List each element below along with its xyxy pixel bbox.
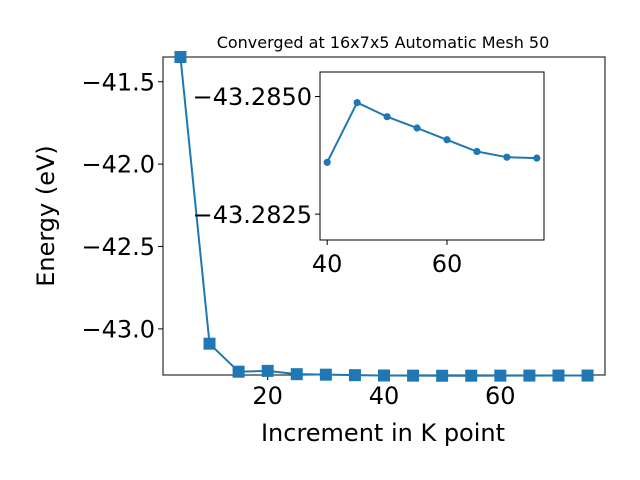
data-point: [494, 369, 507, 382]
y-tick-label: −43.0: [81, 316, 155, 344]
data-point: [413, 124, 421, 132]
inset-x-ticks: 40 60: [312, 240, 462, 278]
series-line: [326, 101, 537, 163]
data-point: [552, 369, 565, 382]
data-point: [407, 369, 420, 382]
data-point: [378, 369, 390, 382]
data-point: [443, 136, 451, 144]
main-y-ticks: −41.5 −42.0 −42.5 −43.0: [81, 68, 163, 344]
x-tick-label: 20: [252, 382, 283, 410]
data-point: [203, 337, 216, 350]
data-point: [473, 147, 481, 156]
data-point: [383, 113, 391, 121]
x-tick-label: 40: [312, 250, 343, 278]
x-tick-label: 40: [369, 382, 400, 410]
inset-plot-frame: [319, 71, 545, 241]
data-point: [465, 369, 478, 382]
x-tick-label: 60: [485, 382, 516, 410]
y-tick-label: −43.2825: [193, 201, 312, 229]
chart-title: Converged at 16x7x5 Automatic Mesh 50: [217, 33, 550, 52]
y-tick-label: −42.5: [81, 233, 155, 261]
data-point: [174, 51, 187, 63]
inset-plot: 40 60 −43.2850 −43.2825: [193, 71, 545, 278]
data-point: [353, 98, 361, 107]
y-tick-label: −42.0: [81, 151, 155, 179]
x-axis-label: Increment in K point: [261, 419, 505, 447]
data-point: [348, 369, 361, 382]
data-point: [581, 369, 594, 382]
x-tick-label: 60: [432, 250, 463, 278]
inset-series: [323, 98, 541, 166]
data-point: [232, 365, 245, 378]
y-axis-label: Energy (eV): [32, 145, 60, 287]
inset-y-ticks: −43.2850 −43.2825: [193, 83, 320, 229]
main-x-ticks: 20 40 60: [252, 375, 516, 410]
data-point: [323, 158, 331, 166]
data-point: [436, 369, 449, 382]
data-point: [533, 154, 541, 162]
y-tick-label: −43.2850: [193, 83, 312, 111]
data-point: [290, 368, 303, 381]
main-series: [174, 51, 594, 382]
data-point: [261, 364, 274, 377]
data-point: [503, 153, 511, 161]
data-point: [319, 368, 332, 381]
data-point: [523, 369, 536, 382]
y-tick-label: −41.5: [81, 68, 155, 96]
